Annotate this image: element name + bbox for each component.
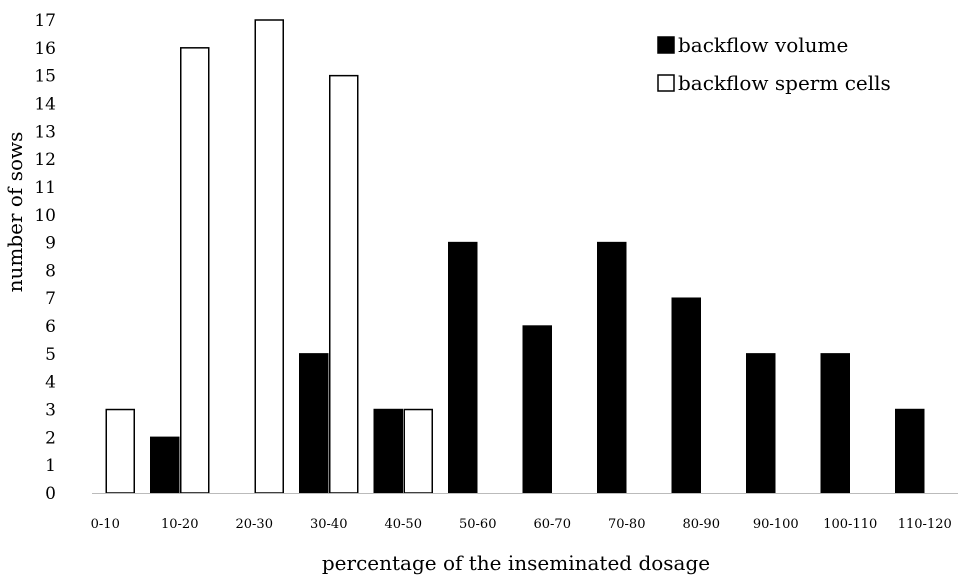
y-tick-label: 17 bbox=[34, 11, 56, 31]
legend-swatch-backflow-sperm-cells bbox=[657, 74, 675, 92]
bar-backflow-sperm-cells bbox=[403, 408, 433, 494]
bar-backflow-volume bbox=[150, 436, 180, 494]
y-tick-label: 9 bbox=[45, 234, 56, 254]
legend-label-backflow-sperm-cells: backflow sperm cells bbox=[678, 71, 891, 95]
y-tick-label: 3 bbox=[45, 401, 56, 421]
y-tick-label: 8 bbox=[45, 261, 56, 281]
bar-backflow-volume bbox=[299, 353, 329, 494]
bar-backflow-sperm-cells bbox=[105, 408, 135, 494]
bar-backflow-volume bbox=[448, 241, 478, 494]
legend: backflow volume backflow sperm cells bbox=[657, 33, 891, 95]
x-tick-label: 70-80 bbox=[608, 517, 645, 532]
y-tick-label: 2 bbox=[45, 428, 56, 448]
x-tick-label: 60-70 bbox=[534, 517, 571, 532]
bar-backflow-volume bbox=[895, 408, 925, 494]
y-tick-label: 6 bbox=[45, 317, 56, 337]
bar-backflow-sperm-cells bbox=[329, 74, 359, 494]
y-tick-label: 12 bbox=[34, 150, 56, 170]
legend-swatch-backflow-volume bbox=[657, 36, 675, 54]
x-tick-label: 50-60 bbox=[459, 517, 496, 532]
y-tick-label: 11 bbox=[34, 178, 56, 198]
bar-backflow-volume bbox=[597, 241, 627, 494]
x-axis-ticks: 0-10 10-20 20-30 30-40 40-50 50-60 60-70 70-80 8… bbox=[91, 517, 952, 532]
bar-backflow-volume bbox=[820, 353, 850, 494]
x-tick-label: 90-100 bbox=[753, 517, 799, 532]
y-tick-label: 4 bbox=[45, 373, 56, 393]
x-tick-label: 110-120 bbox=[898, 517, 952, 532]
bar-backflow-volume bbox=[746, 353, 776, 494]
x-tick-label: 30-40 bbox=[310, 517, 347, 532]
x-tick-label: 80-90 bbox=[683, 517, 720, 532]
y-tick-label: 13 bbox=[34, 122, 56, 142]
x-tick-label: 20-30 bbox=[236, 517, 273, 532]
bar-backflow-volume bbox=[373, 408, 403, 494]
y-tick-label: 15 bbox=[34, 67, 56, 87]
x-tick-label: 0-10 bbox=[91, 517, 120, 532]
y-tick-label: 14 bbox=[34, 94, 56, 114]
bar-backflow-sperm-cells bbox=[254, 19, 284, 494]
y-tick-label: 10 bbox=[34, 206, 56, 226]
x-tick-label: 10-20 bbox=[161, 517, 198, 532]
x-tick-label: 40-50 bbox=[385, 517, 422, 532]
y-axis-title: number of sows bbox=[3, 132, 27, 293]
legend-label-backflow-volume: backflow volume bbox=[678, 33, 848, 57]
bar-backflow-volume bbox=[671, 297, 701, 494]
y-tick-label: 0 bbox=[45, 484, 56, 504]
x-axis-title: percentage of the inseminated dosage bbox=[322, 551, 710, 575]
bar-backflow-volume bbox=[522, 325, 552, 494]
bars bbox=[105, 19, 925, 494]
y-tick-label: 7 bbox=[45, 289, 56, 309]
x-tick-label: 100-110 bbox=[823, 517, 877, 532]
y-tick-label: 5 bbox=[45, 345, 56, 365]
y-tick-label: 1 bbox=[45, 456, 56, 476]
y-tick-label: 16 bbox=[34, 39, 56, 59]
bar-backflow-sperm-cells bbox=[180, 47, 210, 494]
